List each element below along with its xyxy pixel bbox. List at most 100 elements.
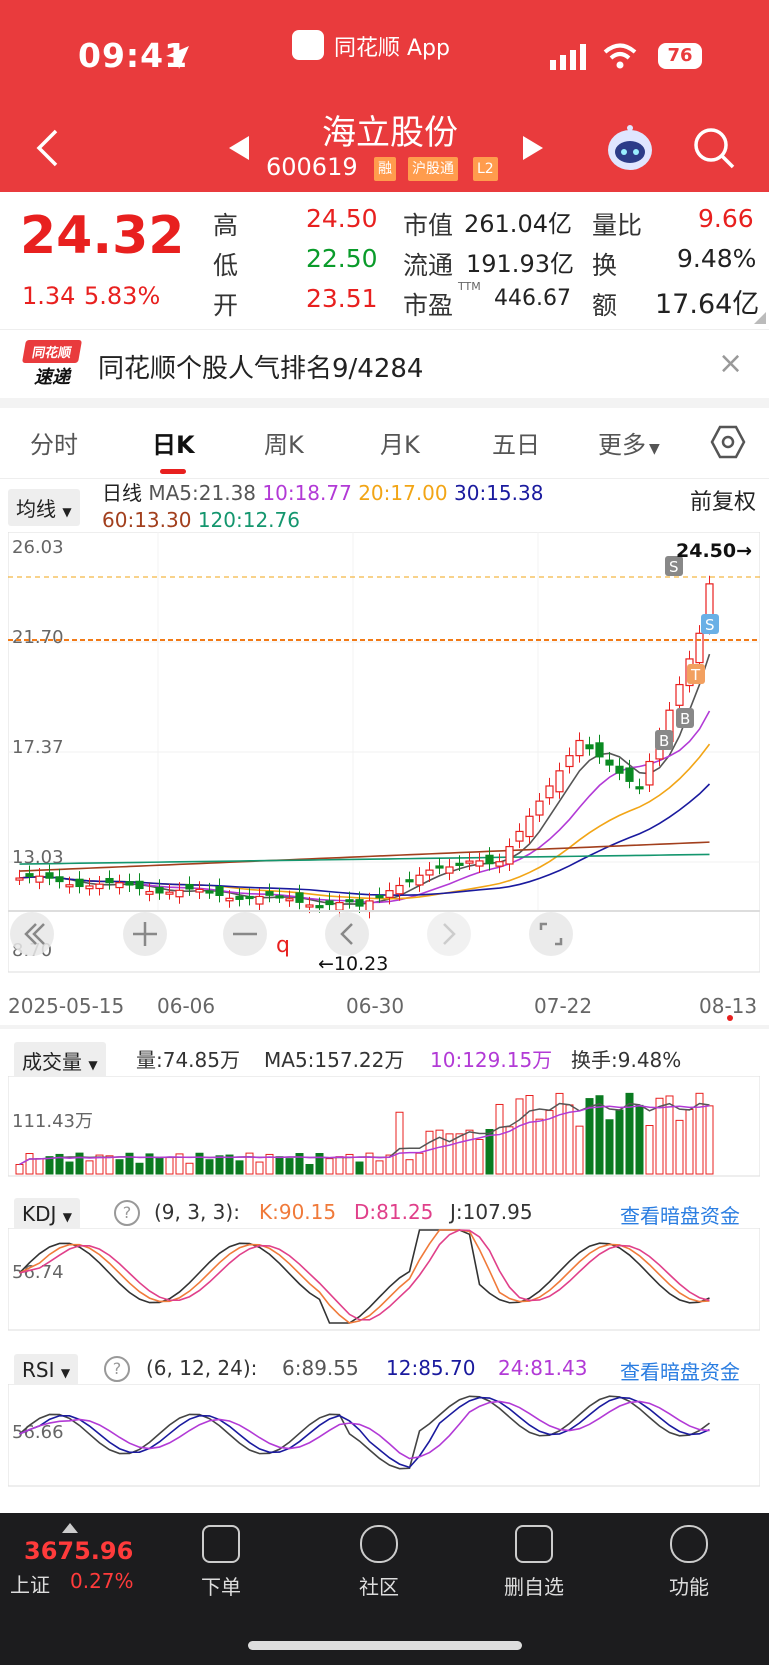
adjust-mode[interactable]: 前复权: [690, 490, 757, 515]
volume-bar: [215, 1155, 224, 1175]
candle-body: [515, 830, 524, 842]
candle-body: [435, 865, 444, 869]
tab-weekly-k[interactable]: 周K: [264, 431, 304, 459]
ma-selector-button[interactable]: 均线 ▼: [8, 489, 80, 526]
tab-monthly-k[interactable]: 月K: [380, 431, 420, 459]
volume-bar: [445, 1133, 454, 1175]
amount-label: 额: [592, 291, 618, 320]
volume-bar: [555, 1092, 564, 1175]
turnover-rate: 换手:9.48%: [571, 1048, 682, 1072]
candle-body: [165, 891, 174, 895]
low-price-annotation: ←10.23: [318, 953, 388, 975]
kdj-line: [19, 1229, 710, 1321]
fullscreen-button[interactable]: [529, 912, 573, 956]
volume-bar: [25, 1153, 34, 1175]
tab-intraday[interactable]: 分时: [30, 431, 78, 459]
zoom-in-button[interactable]: [123, 912, 167, 956]
ma-lines: [19, 653, 711, 905]
candle-body: [415, 874, 424, 886]
candle-body: [405, 879, 414, 883]
candle-body: [15, 877, 24, 881]
kdj-indicator-label: KDJ: [22, 1202, 57, 1226]
volume-chart[interactable]: 111.43万: [8, 1076, 760, 1178]
scroll-right-button[interactable]: [427, 912, 471, 956]
volume-bar: [325, 1158, 334, 1175]
open-label: 开: [213, 291, 239, 320]
robot-assistant-icon[interactable]: [604, 122, 656, 174]
remove-watchlist-icon: [515, 1525, 553, 1563]
help-icon[interactable]: ?: [104, 1356, 130, 1382]
candle-body: [45, 872, 54, 879]
candle-body: [235, 895, 244, 900]
volume-bar: [255, 1161, 264, 1175]
volume-bar: [405, 1159, 414, 1175]
candle-body: [485, 854, 494, 865]
nav-community[interactable]: 社区: [329, 1525, 429, 1600]
help-icon[interactable]: ?: [114, 1200, 140, 1226]
volume-bar: [85, 1160, 94, 1175]
volume-bar: [665, 1095, 674, 1175]
kdj-d: D:81.25: [354, 1200, 434, 1224]
chart-toolbar-divider: [8, 910, 760, 912]
price-change-pct: 5.83%: [84, 282, 161, 310]
settings-hexagon-icon[interactable]: [710, 424, 746, 460]
scroll-left-button[interactable]: [325, 912, 369, 956]
candle-body: [195, 888, 204, 893]
candle-body: [145, 890, 154, 895]
rsi-params: (6, 12, 24):: [146, 1356, 258, 1380]
low-value: 22.50: [306, 244, 378, 273]
popularity-banner-text[interactable]: 同花顺个股人气排名9/4284: [98, 354, 424, 384]
trade-marker-label: S: [705, 616, 715, 634]
nav-remove-watchlist[interactable]: 删自选: [484, 1525, 584, 1600]
candle-body: [315, 905, 324, 909]
scroll-left-double-button[interactable]: [10, 912, 54, 956]
candle-body: [225, 897, 234, 902]
next-stock-icon[interactable]: [521, 134, 547, 162]
volume-bar: [525, 1095, 534, 1175]
dropdown-icon: ▼: [649, 441, 660, 457]
kdj-dark-pool-link[interactable]: 查看暗盘资金: [620, 1204, 740, 1228]
trade-marker-label: T: [690, 666, 701, 684]
volume-bar: [505, 1126, 514, 1175]
logo-bottom: 速递: [34, 367, 70, 388]
turnover-value: 9.48%: [677, 244, 757, 273]
nav-functions[interactable]: 功能: [639, 1525, 739, 1600]
ths-logo: 同花顺 速递: [21, 340, 83, 388]
kdj-indicator-button[interactable]: KDJ ▼: [14, 1198, 81, 1230]
candle-body: [545, 785, 554, 799]
back-arrow-icon[interactable]: [34, 128, 60, 168]
banner-close-button[interactable]: ×: [718, 346, 744, 381]
l2-tag: L2: [473, 157, 498, 181]
volume-bar: [195, 1152, 204, 1175]
index-value[interactable]: 3675.96: [24, 1537, 134, 1565]
candle-body: [305, 904, 314, 908]
volume-ma10: 10:129.15万: [430, 1048, 553, 1072]
rsi-dark-pool-link[interactable]: 查看暗盘资金: [620, 1360, 740, 1384]
candle-body: [595, 742, 604, 758]
volume-bar: [385, 1154, 394, 1175]
rsi-indicator-button[interactable]: RSI ▼: [14, 1354, 79, 1386]
candle-body: [295, 892, 304, 903]
candle-body: [425, 869, 434, 876]
prev-stock-icon[interactable]: [225, 134, 251, 162]
tab-five-day[interactable]: 五日: [492, 431, 540, 459]
search-icon[interactable]: [692, 126, 736, 170]
candle-body: [555, 770, 564, 793]
candle-body: [105, 877, 114, 884]
legend-ma30: 30:15.38: [454, 481, 544, 505]
volume-indicator-button[interactable]: 成交量 ▼: [14, 1042, 106, 1079]
rsi-lines: [18, 1395, 710, 1470]
market-cap-value: 261.04亿: [464, 210, 572, 238]
header-bar: 09:41 同花顺 App 76 海立股份 600619 融 沪股通 L2: [0, 0, 769, 192]
tab-daily-k[interactable]: 日K: [152, 431, 195, 459]
zoom-out-button[interactable]: [223, 912, 267, 956]
candle-body: [535, 800, 544, 816]
rsi-chart[interactable]: 56.66: [8, 1384, 760, 1488]
margin-tag: 融: [374, 157, 396, 181]
ma-line: [19, 841, 710, 872]
tab-more[interactable]: 更多 ▼: [598, 425, 660, 460]
nav-order[interactable]: 下单: [171, 1525, 271, 1600]
ma-line: [19, 783, 711, 896]
kdj-chart[interactable]: 56.74: [8, 1228, 760, 1332]
